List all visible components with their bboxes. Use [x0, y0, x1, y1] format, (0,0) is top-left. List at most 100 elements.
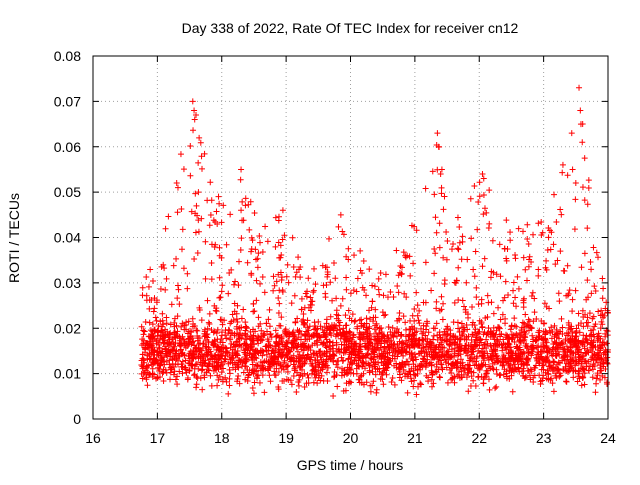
- data-point: [146, 356, 153, 363]
- data-point: [500, 297, 507, 304]
- data-point: [336, 319, 343, 326]
- data-point: [174, 373, 181, 380]
- data-point: [588, 266, 595, 273]
- data-point: [168, 301, 175, 308]
- data-point: [238, 324, 245, 331]
- data-point: [542, 337, 549, 344]
- data-point: [172, 350, 179, 357]
- data-point: [369, 298, 376, 305]
- data-point: [579, 307, 586, 314]
- data-point: [214, 359, 221, 366]
- data-point: [386, 349, 393, 356]
- data-point: [433, 298, 440, 305]
- data-point: [520, 372, 527, 379]
- data-point: [525, 327, 532, 334]
- data-point: [216, 373, 223, 380]
- data-point: [529, 289, 536, 296]
- data-point: [255, 250, 262, 257]
- data-point: [149, 335, 156, 342]
- data-point: [597, 376, 604, 383]
- data-point: [379, 353, 386, 360]
- data-point: [451, 339, 458, 346]
- data-point: [576, 358, 583, 365]
- data-point: [378, 329, 385, 336]
- data-point: [349, 338, 356, 345]
- data-point: [536, 327, 543, 334]
- data-point: [153, 297, 160, 304]
- data-point: [253, 297, 260, 304]
- data-point: [204, 334, 211, 341]
- data-point: [352, 340, 359, 347]
- data-point: [165, 213, 172, 220]
- data-point: [155, 344, 162, 351]
- data-point: [264, 328, 271, 335]
- data-point: [517, 338, 524, 345]
- data-point: [379, 369, 386, 376]
- data-point: [365, 346, 372, 353]
- data-point: [347, 290, 354, 297]
- data-point: [360, 370, 367, 377]
- data-point: [242, 195, 249, 202]
- data-point: [433, 305, 440, 312]
- data-point: [254, 375, 261, 382]
- data-point: [196, 134, 203, 141]
- data-point: [522, 311, 529, 318]
- data-point: [190, 354, 197, 361]
- data-point: [284, 353, 291, 360]
- data-point: [320, 358, 327, 365]
- data-point: [366, 266, 373, 273]
- data-point: [341, 371, 348, 378]
- data-point: [443, 229, 450, 236]
- data-point: [436, 244, 443, 251]
- data-point: [389, 324, 396, 331]
- data-point: [581, 381, 588, 388]
- data-point: [195, 352, 202, 359]
- data-point: [514, 273, 521, 280]
- data-point: [357, 373, 364, 380]
- data-point: [195, 217, 202, 224]
- data-point: [356, 317, 363, 324]
- data-point: [305, 275, 312, 282]
- data-point: [591, 323, 598, 330]
- data-point: [332, 275, 339, 282]
- data-point: [366, 323, 373, 330]
- data-point: [567, 356, 574, 363]
- data-point: [539, 229, 546, 236]
- data-point: [220, 202, 227, 209]
- data-point: [345, 380, 352, 387]
- data-point: [559, 330, 566, 337]
- data-point: [560, 365, 567, 372]
- data-point: [202, 238, 209, 245]
- data-point: [419, 363, 426, 370]
- data-point: [431, 245, 438, 252]
- data-point: [560, 345, 567, 352]
- data-point: [414, 302, 421, 309]
- data-point: [585, 184, 592, 191]
- data-point: [186, 360, 193, 367]
- data-point: [231, 281, 238, 288]
- data-point: [350, 370, 357, 377]
- data-point: [578, 320, 585, 327]
- data-point: [382, 311, 389, 318]
- data-point: [555, 290, 562, 297]
- data-point: [363, 315, 370, 322]
- data-point: [187, 348, 194, 355]
- data-point: [280, 351, 287, 358]
- data-point: [524, 236, 531, 243]
- data-point: [146, 319, 153, 326]
- data-point: [472, 248, 479, 255]
- data-point: [519, 319, 526, 326]
- data-point: [340, 231, 347, 238]
- data-point: [159, 327, 166, 334]
- data-point: [504, 246, 511, 253]
- data-point: [269, 356, 276, 363]
- data-point: [502, 278, 509, 285]
- data-point: [191, 365, 198, 372]
- data-point: [231, 343, 238, 350]
- data-point: [484, 330, 491, 337]
- data-point: [545, 376, 552, 383]
- data-point: [253, 335, 260, 342]
- data-point: [240, 369, 247, 376]
- data-point: [160, 377, 167, 384]
- data-point: [361, 286, 368, 293]
